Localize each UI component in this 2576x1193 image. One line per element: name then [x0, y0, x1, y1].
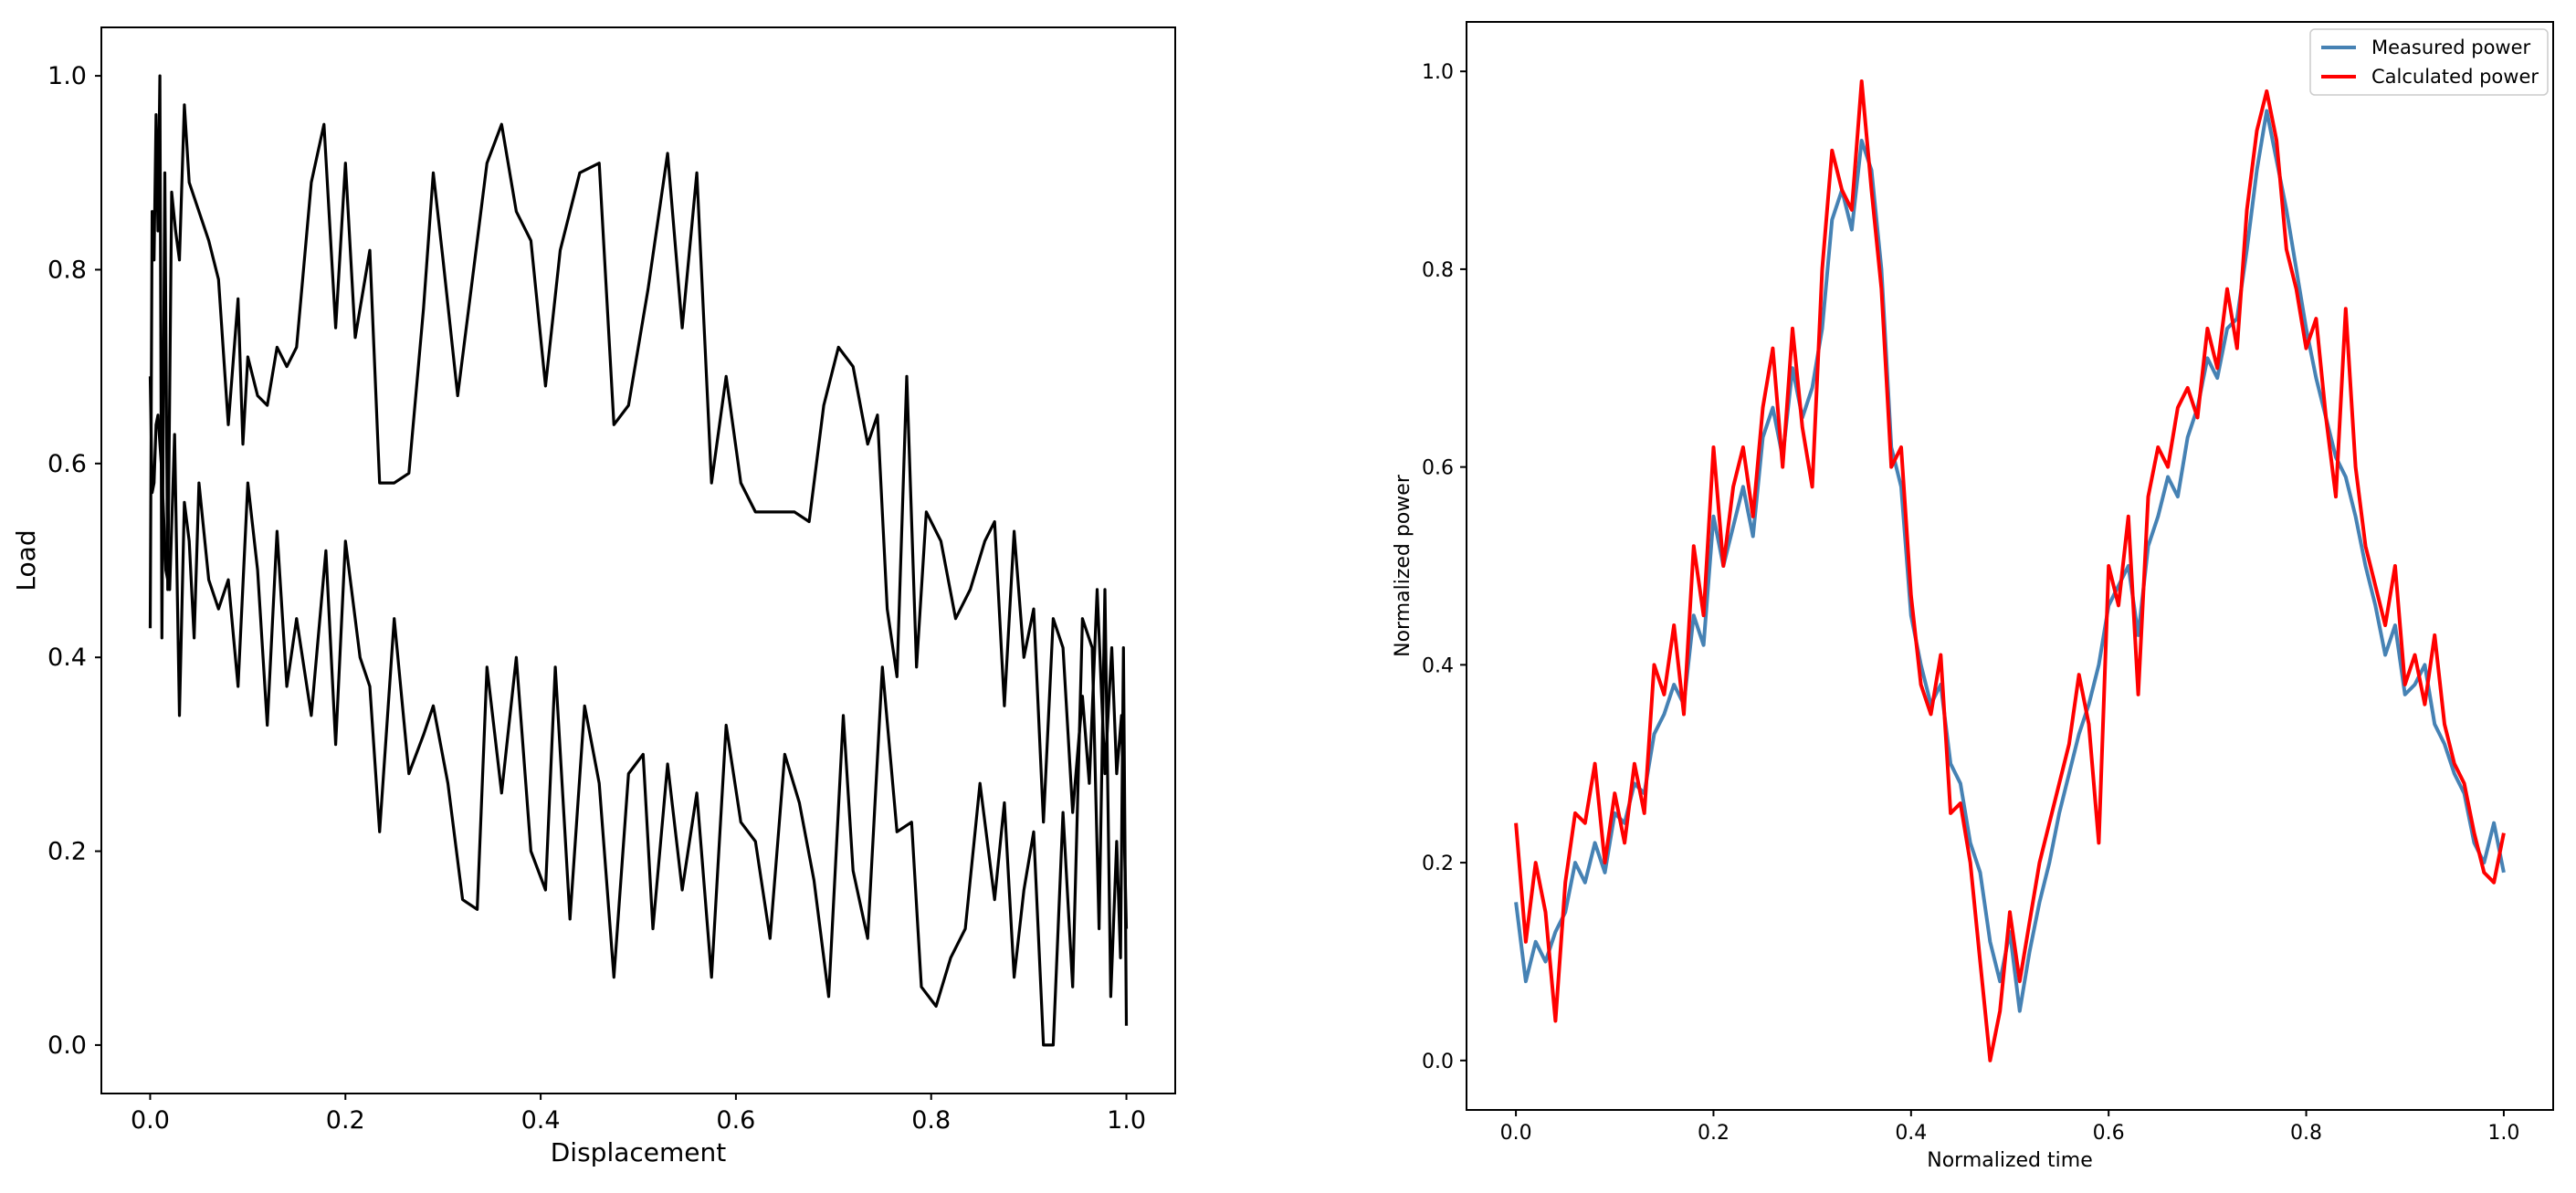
right-y-tick-label: 0.6 [1422, 457, 1454, 480]
left-y-tick-label: 0.4 [47, 644, 87, 672]
left-x-tick-label: 0.8 [911, 1106, 951, 1135]
left-y-tick-label: 0.2 [47, 838, 87, 866]
right-y-axis-ticks: 0.0 0.2 0.4 0.6 0.8 1.0 [1422, 61, 1467, 1073]
right-x-tick-label: 0.4 [1895, 1122, 1927, 1145]
right-x-tick-label: 0.0 [1500, 1122, 1532, 1145]
left-x-tick-label: 0.4 [521, 1106, 561, 1135]
left-y-tick-label: 0.0 [47, 1031, 87, 1060]
right-y-tick-label: 0.2 [1422, 853, 1454, 875]
left-series-1-line [148, 376, 1129, 1047]
left-x-tick-label: 0.2 [326, 1106, 365, 1135]
calculated-power-line [1514, 79, 2506, 1062]
left-plot-frame [100, 26, 1176, 1094]
right-y-tick-label: 0.0 [1422, 1051, 1454, 1073]
right-x-tick-label: 0.2 [1698, 1122, 1730, 1145]
right-y-tick-label: 0.4 [1422, 654, 1454, 677]
right-x-axis-ticks: 0.0 0.2 0.4 0.6 0.8 1.0 [1500, 1110, 2519, 1145]
legend-label-calculated: Calculated power [2371, 66, 2539, 88]
legend-label-measured: Measured power [2371, 37, 2531, 58]
right-x-tick-label: 1.0 [2487, 1122, 2519, 1145]
left-y-axis-ticks: 0.0 0.2 0.4 0.6 0.8 1.0 [47, 62, 101, 1060]
left-x-axis-ticks: 0.0 0.2 0.4 0.6 0.8 1.0 [131, 1094, 1146, 1135]
right-x-axis-label: Normalized time [1927, 1149, 2092, 1172]
power-lines [1514, 79, 2506, 1062]
legend-box [2309, 28, 2549, 96]
left-y-tick-label: 0.8 [47, 256, 87, 284]
left-y-tick-label: 0.6 [47, 450, 87, 478]
left-x-tick-label: 1.0 [1107, 1106, 1146, 1135]
normalized-power-chart: 0.0 0.2 0.4 0.6 0.8 1.0 0.0 0.2 0.4 0.6 0.8 1.0 No… [1392, 21, 2554, 1172]
left-y-axis-label: Load [11, 529, 41, 591]
left-x-axis-label: Displacement [551, 1137, 727, 1167]
left-series-0-line [148, 74, 1129, 929]
right-x-tick-label: 0.8 [2290, 1122, 2322, 1145]
load-displacement-chart: 0.0 0.2 0.4 0.6 0.8 1.0 0.0 0.2 0.4 0.6 0.8 1.0 Di… [11, 26, 1176, 1167]
right-y-tick-label: 1.0 [1422, 61, 1454, 84]
left-x-tick-label: 0.6 [716, 1106, 755, 1135]
right-y-tick-label: 0.8 [1422, 259, 1454, 282]
left-x-tick-label: 0.0 [131, 1106, 170, 1135]
left-y-tick-label: 1.0 [47, 62, 87, 90]
right-x-tick-label: 0.6 [2093, 1122, 2125, 1145]
load-displacement-lines [148, 74, 1129, 1047]
legend: Measured power Calculated power [2309, 28, 2549, 96]
right-plot-frame [1466, 21, 2554, 1111]
right-y-axis-label: Normalized power [1392, 474, 1414, 657]
